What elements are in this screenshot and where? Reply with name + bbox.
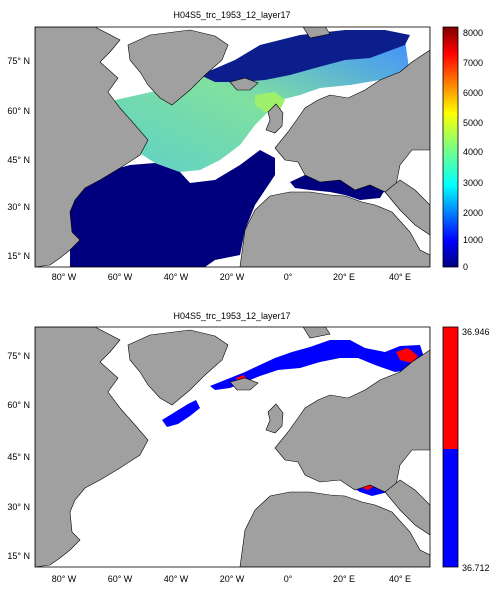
colorbar-low-class	[443, 449, 458, 567]
region-subtropical-gyre	[70, 150, 275, 267]
land-svalbard	[302, 27, 331, 39]
y-tick-label: 60° N	[7, 106, 30, 116]
y-tick-label: 75° N	[7, 351, 30, 361]
chart-title: H04S5_trc_1953_12_layer17	[173, 311, 290, 321]
colorbar-tick-label: 36.712	[462, 563, 490, 573]
colorbar	[442, 26, 459, 268]
land-greenland	[127, 329, 229, 406]
land-iceland	[229, 77, 259, 91]
x-tick-label: 40° W	[164, 574, 189, 584]
plot-frame	[34, 26, 431, 268]
colorbar-tick-label: 0	[463, 262, 468, 272]
colorbar-tick-label: 1000	[463, 235, 483, 245]
x-tick-label: 20° W	[220, 574, 245, 584]
land-africa	[239, 191, 430, 267]
colorbar-tick-label: 4000	[463, 147, 483, 157]
bottom-chart-svg: H04S5_trc_1953_12_layer17 75	[7, 311, 490, 584]
plot-frame	[34, 326, 431, 568]
x-tick-label: 60° W	[108, 574, 133, 584]
land	[35, 327, 430, 567]
region-barents-patch	[396, 348, 418, 363]
y-axis: 75° N 60° N 45° N 30° N 15° N	[7, 351, 30, 561]
top-chart: H04S5_trc_1953_12_layer17	[7, 10, 483, 282]
x-tick-label: 20° W	[220, 272, 245, 282]
y-tick-label: 45° N	[7, 452, 30, 462]
x-tick-label: 0°	[284, 574, 293, 584]
colorbar-tick-label: 8000	[463, 28, 483, 38]
region-arctic-band	[200, 30, 410, 82]
y-tick-label: 15° N	[7, 251, 30, 261]
x-tick-label: 40° E	[389, 272, 411, 282]
colorbar	[442, 326, 459, 568]
x-axis: 80° W 60° W 40° W 20° W 0° 20° E 40° E	[52, 272, 411, 282]
region-labrador-patch	[162, 400, 200, 427]
land-arabia	[384, 479, 430, 536]
land	[35, 27, 430, 267]
x-tick-label: 80° W	[52, 574, 77, 584]
land-iceland	[229, 377, 259, 391]
colorbar-tick-label: 5000	[463, 118, 483, 128]
x-axis: 80° W 60° W 40° W 20° W 0° 20° E 40° E	[52, 574, 411, 584]
bottom-chart: H04S5_trc_1953_12_layer17 75	[0, 300, 500, 600]
x-tick-label: 20° E	[333, 574, 355, 584]
y-tick-label: 15° N	[7, 551, 30, 561]
x-tick-label: 80° W	[52, 272, 77, 282]
x-tick-label: 60° W	[108, 272, 133, 282]
land-greenland	[127, 29, 229, 106]
y-axis: 75° N 60° N 45° N 30° N 15° N	[7, 56, 30, 261]
y-tick-label: 75° N	[7, 56, 30, 66]
region-mediterranean	[290, 175, 385, 200]
region-nordic-seas-band	[210, 340, 425, 390]
colorbar-high-class	[443, 327, 458, 449]
y-tick-label: 30° N	[7, 202, 30, 212]
chart-title: H04S5_trc_1953_12_layer17	[173, 10, 290, 20]
colorbar-tick-label: 6000	[463, 88, 483, 98]
x-tick-label: 20° E	[333, 272, 355, 282]
colorbar-tick-label: 36.946	[462, 327, 490, 337]
colorbar-frame	[442, 326, 459, 568]
top-chart-svg: H04S5_trc_1953_12_layer17	[7, 10, 483, 282]
land-africa	[239, 491, 430, 567]
x-tick-label: 40° W	[164, 272, 189, 282]
land-britain	[265, 403, 284, 434]
land-svalbard	[302, 327, 331, 339]
colorbar-tick-label: 7000	[463, 58, 483, 68]
colorbar-tick-label: 2000	[463, 208, 483, 218]
land-britain	[265, 103, 284, 134]
y-tick-label: 30° N	[7, 502, 30, 512]
map-area	[35, 27, 430, 267]
x-tick-label: 0°	[284, 272, 293, 282]
land-north-america	[35, 327, 149, 567]
y-tick-label: 45° N	[7, 155, 30, 165]
map-area	[35, 327, 430, 567]
y-tick-label: 60° N	[7, 400, 30, 410]
land-north-america	[35, 27, 149, 267]
colorbar-ticks: 0 1000 2000 3000 4000 5000 6000 7000 800…	[463, 28, 483, 272]
land-arabia	[384, 179, 430, 236]
colorbar-tick-label: 3000	[463, 178, 483, 188]
x-tick-label: 40° E	[389, 574, 411, 584]
